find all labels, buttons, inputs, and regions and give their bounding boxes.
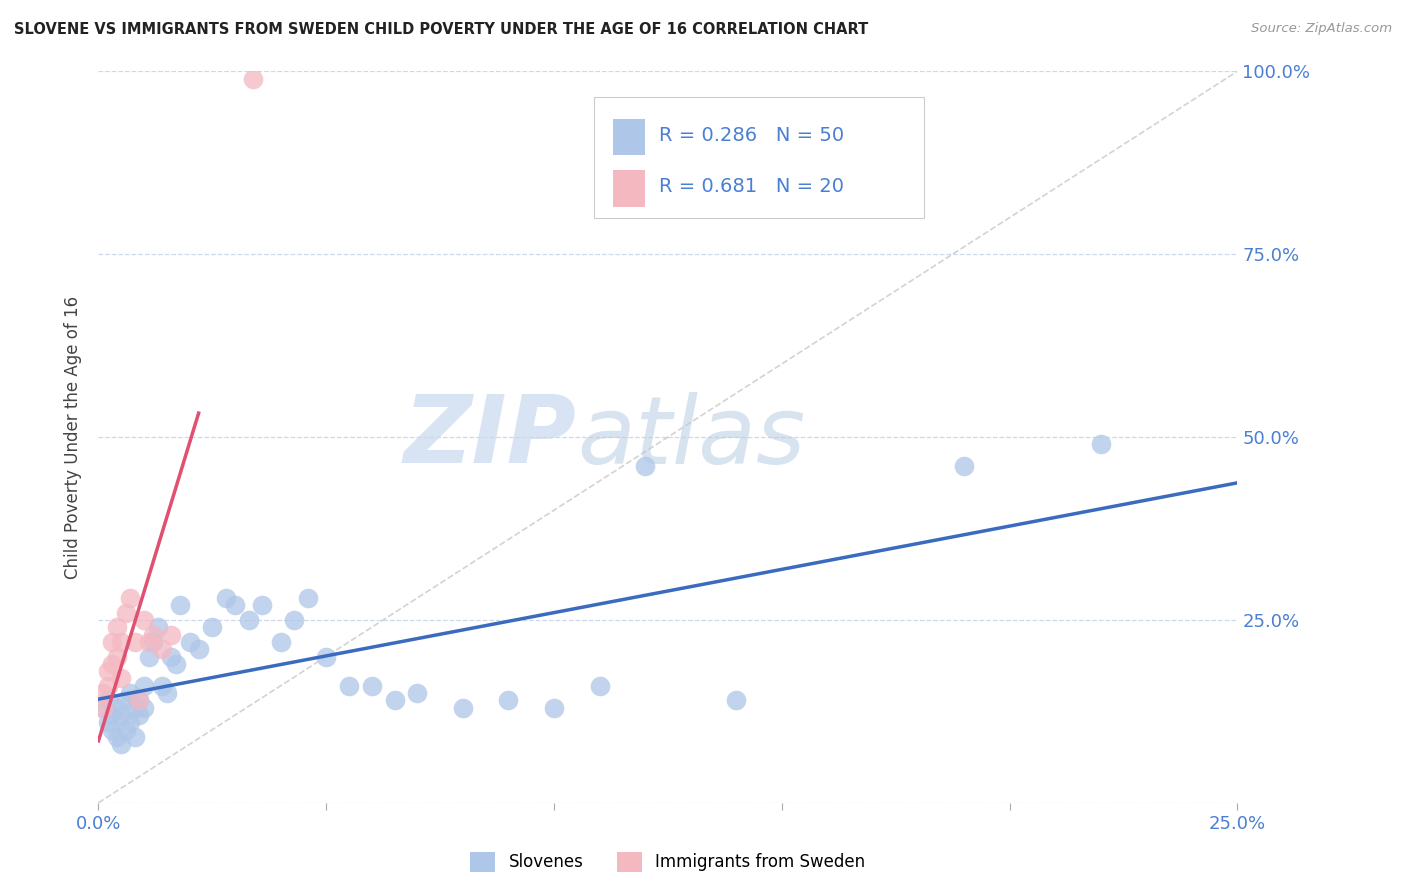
Point [142, 627, 165, 641]
Point [165, 657, 187, 671]
Point [105, 649, 128, 664]
Point [160, 649, 183, 664]
Point [360, 679, 382, 693]
Legend: Slovenes, Immigrants from Sweden: Slovenes, Immigrants from Sweden [464, 845, 872, 879]
Text: R = 0.681   N = 20: R = 0.681 N = 20 [659, 178, 844, 196]
Text: ZIP: ZIP [404, 391, 576, 483]
Point [120, 591, 142, 605]
Point [110, 635, 132, 649]
Y-axis label: Child Poverty Under the Age of 16: Child Poverty Under the Age of 16 [65, 295, 83, 579]
Point [588, 679, 610, 693]
Point [953, 459, 976, 474]
Point [114, 723, 136, 737]
Point [128, 708, 150, 723]
Point [101, 723, 124, 737]
Point [105, 700, 128, 714]
Point [543, 700, 565, 714]
Point [120, 715, 142, 730]
Point [270, 635, 292, 649]
Point [91, 700, 114, 714]
Point [384, 693, 406, 707]
Point [110, 737, 132, 751]
Point [110, 708, 132, 723]
Point [315, 649, 337, 664]
Point [634, 459, 657, 474]
Point [451, 700, 474, 714]
Point [142, 635, 165, 649]
Point [110, 672, 132, 686]
Point [150, 679, 173, 693]
Point [96, 664, 118, 678]
Point [187, 642, 209, 657]
Point [96, 679, 118, 693]
Bar [613, 170, 645, 207]
Point [128, 693, 150, 707]
Point [101, 708, 124, 723]
Point [114, 606, 136, 620]
Point [1090, 437, 1112, 451]
Point [124, 700, 146, 714]
Text: Source: ZipAtlas.com: Source: ZipAtlas.com [1251, 22, 1392, 36]
Point [283, 613, 305, 627]
FancyBboxPatch shape [593, 97, 924, 218]
Point [101, 635, 124, 649]
Point [114, 693, 136, 707]
Point [124, 730, 146, 744]
Point [337, 679, 360, 693]
Point [179, 635, 201, 649]
Point [406, 686, 429, 700]
Point [105, 730, 128, 744]
Point [156, 686, 179, 700]
Point [132, 613, 155, 627]
Point [138, 649, 160, 664]
Point [725, 693, 748, 707]
Point [120, 686, 142, 700]
Point [91, 700, 114, 714]
Point [138, 635, 160, 649]
Text: SLOVENE VS IMMIGRANTS FROM SWEDEN CHILD POVERTY UNDER THE AGE OF 16 CORRELATION : SLOVENE VS IMMIGRANTS FROM SWEDEN CHILD … [14, 22, 869, 37]
Text: R = 0.286   N = 50: R = 0.286 N = 50 [659, 127, 844, 145]
Point [252, 599, 274, 613]
Text: atlas: atlas [576, 392, 806, 483]
Bar [613, 119, 645, 155]
Point [150, 642, 173, 657]
Point [201, 620, 224, 634]
Point [160, 627, 183, 641]
Point [96, 693, 118, 707]
Point [101, 657, 124, 671]
Point [498, 693, 520, 707]
Point [238, 613, 260, 627]
Point [242, 71, 264, 86]
Point [146, 620, 169, 634]
Point [215, 591, 238, 605]
Point [105, 620, 128, 634]
Point [128, 693, 150, 707]
Point [132, 700, 155, 714]
Point [297, 591, 319, 605]
Point [96, 715, 118, 730]
Point [169, 599, 191, 613]
Point [224, 599, 246, 613]
Point [132, 679, 155, 693]
Point [124, 635, 146, 649]
Point [91, 686, 114, 700]
